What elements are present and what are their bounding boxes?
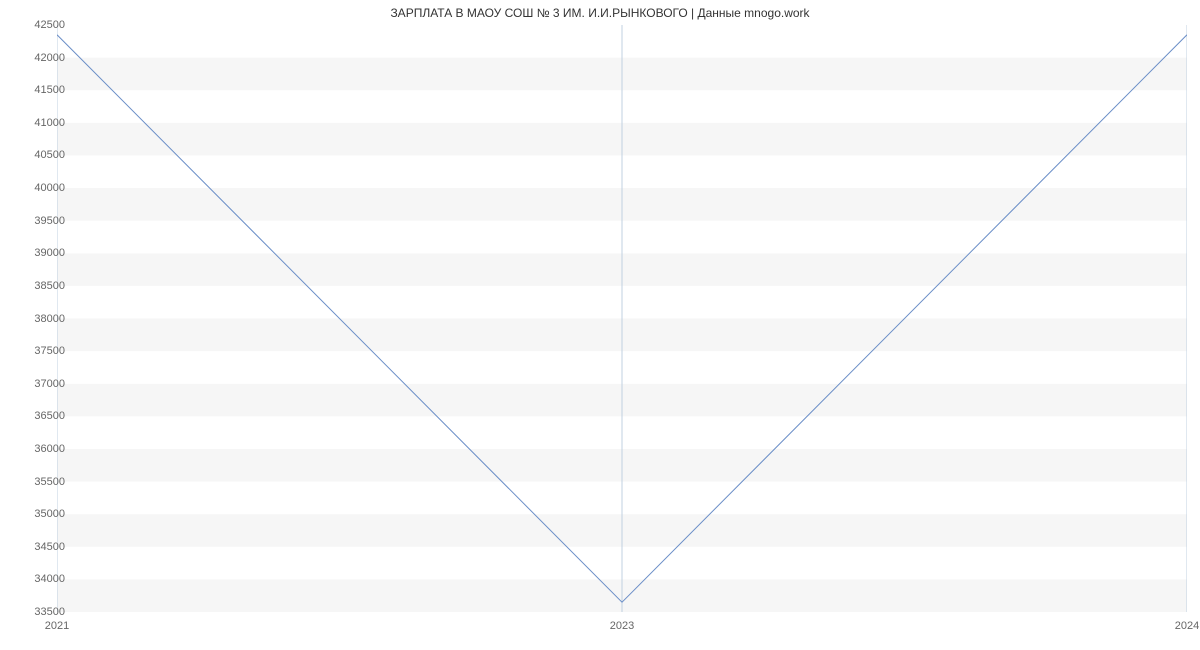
y-axis-tick-label: 34500 xyxy=(25,541,65,553)
y-axis-tick-label: 40500 xyxy=(25,149,65,161)
y-axis-tick-label: 42500 xyxy=(25,19,65,31)
y-axis-tick-label: 37000 xyxy=(25,378,65,390)
y-axis-tick-label: 34000 xyxy=(25,573,65,585)
x-axis-tick-label: 2021 xyxy=(45,620,69,632)
y-axis-tick-label: 35500 xyxy=(25,476,65,488)
chart-svg xyxy=(57,25,1187,612)
y-axis-tick-label: 36000 xyxy=(25,443,65,455)
y-axis-tick-label: 38500 xyxy=(25,280,65,292)
x-axis-tick-label: 2023 xyxy=(610,620,634,632)
y-axis-tick-label: 39500 xyxy=(25,215,65,227)
y-axis-tick-label: 41500 xyxy=(25,84,65,96)
chart-plot-area xyxy=(57,25,1187,612)
y-axis-tick-label: 42000 xyxy=(25,52,65,64)
y-axis-tick-label: 36500 xyxy=(25,410,65,422)
y-axis-tick-label: 40000 xyxy=(25,182,65,194)
chart-title: ЗАРПЛАТА В МАОУ СОШ № 3 ИМ. И.И.РЫНКОВОГ… xyxy=(0,6,1200,20)
y-axis-tick-label: 37500 xyxy=(25,345,65,357)
y-axis-tick-label: 41000 xyxy=(25,117,65,129)
y-axis-tick-label: 38000 xyxy=(25,313,65,325)
y-axis-tick-label: 39000 xyxy=(25,247,65,259)
y-axis-tick-label: 35000 xyxy=(25,508,65,520)
x-axis-tick-label: 2024 xyxy=(1175,620,1199,632)
y-axis-tick-label: 33500 xyxy=(25,606,65,618)
